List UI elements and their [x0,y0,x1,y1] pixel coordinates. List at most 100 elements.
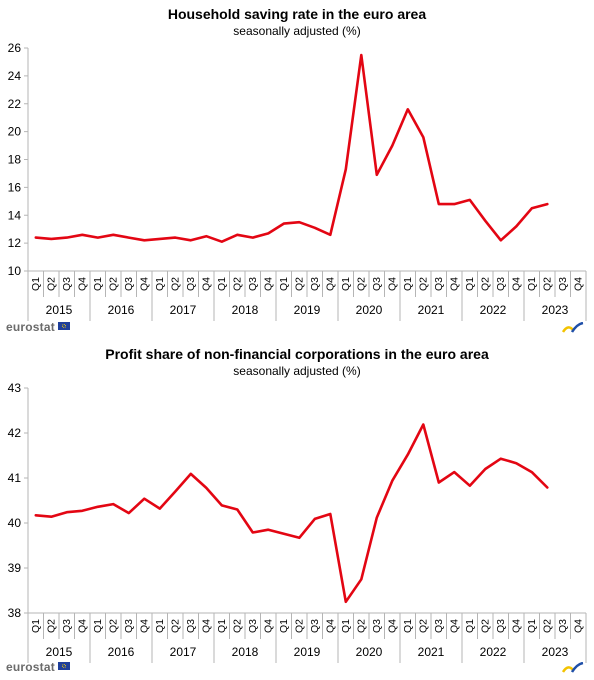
x-tick-label-quarter: Q2 [293,277,305,291]
eurostat-logo: eurostat [6,320,70,334]
x-tick-label-quarter: Q1 [526,619,538,633]
y-tick-label: 43 [8,381,22,395]
x-tick-label-quarter: Q2 [169,277,181,291]
x-tick-label-quarter: Q1 [402,619,414,633]
x-tick-label-quarter: Q1 [92,619,104,633]
x-tick-label-quarter: Q2 [355,619,367,633]
x-tick-label-quarter: Q3 [61,619,73,633]
x-tick-label-quarter: Q2 [45,277,57,291]
x-tick-label-quarter: Q2 [541,619,553,633]
x-tick-label-quarter: Q2 [293,619,305,633]
x-tick-label-quarter: Q4 [448,277,460,291]
x-tick-label-quarter: Q4 [324,277,336,291]
y-tick-label: 20 [8,125,22,139]
x-tick-label-quarter: Q4 [324,619,336,633]
x-tick-label-quarter: Q3 [371,277,383,291]
x-tick-label-year: 2020 [356,303,383,317]
x-tick-label-year: 2022 [480,303,507,317]
x-tick-label-year: 2019 [294,303,321,317]
series-line [34,423,549,604]
x-tick-label-year: 2016 [108,645,135,659]
logo-text: eurostat [6,660,55,674]
eurostat-logo: eurostat [6,660,70,674]
x-tick-label-quarter: Q4 [262,619,274,633]
x-tick-label-quarter: Q4 [200,619,212,633]
x-tick-label-year: 2016 [108,303,135,317]
x-tick-label-quarter: Q3 [185,277,197,291]
y-tick-label: 39 [8,561,22,575]
x-tick-label-quarter: Q2 [107,619,119,633]
x-tick-label-quarter: Q2 [417,619,429,633]
chart-title: Household saving rate in the euro area [167,6,427,22]
x-tick-label-year: 2019 [294,645,321,659]
x-tick-label-quarter: Q4 [386,277,398,291]
x-tick-label-quarter: Q2 [541,277,553,291]
x-tick-label-quarter: Q3 [557,277,569,291]
y-tick-label: 12 [8,236,22,250]
x-tick-label-quarter: Q4 [138,619,150,633]
x-tick-label-quarter: Q1 [402,277,414,291]
x-tick-label-year: 2023 [542,303,569,317]
y-tick-label: 38 [8,606,22,620]
x-tick-label-quarter: Q2 [45,619,57,633]
x-tick-label-quarter: Q4 [572,619,584,633]
x-tick-label-quarter: Q4 [510,277,522,291]
x-tick-label-quarter: Q1 [340,277,352,291]
y-tick-label: 18 [8,153,22,167]
x-tick-label-year: 2020 [356,645,383,659]
chart-title: Profit share of non-financial corporatio… [105,346,489,362]
x-tick-label-year: 2017 [170,303,197,317]
x-tick-label-quarter: Q3 [309,277,321,291]
x-tick-label-quarter: Q3 [495,277,507,291]
x-tick-label-quarter: Q1 [154,619,166,633]
x-tick-label-quarter: Q2 [479,277,491,291]
eu-flag-icon [57,322,70,330]
x-tick-label-quarter: Q4 [448,619,460,633]
x-tick-label-quarter: Q1 [340,619,352,633]
x-tick-label-quarter: Q3 [123,619,135,633]
x-tick-label-quarter: Q2 [169,619,181,633]
x-tick-label-quarter: Q1 [30,277,42,291]
x-tick-label-quarter: Q1 [30,619,42,633]
eurostat-mark-icon [562,322,584,333]
x-tick-label-quarter: Q3 [61,277,73,291]
x-tick-label-quarter: Q4 [76,277,88,291]
chart-subtitle: seasonally adjusted (%) [233,364,361,378]
x-tick-label-quarter: Q1 [526,277,538,291]
x-tick-label-year: 2018 [232,303,259,317]
x-tick-label-quarter: Q4 [572,277,584,291]
x-tick-label-quarter: Q1 [216,277,228,291]
x-tick-label-quarter: Q4 [76,619,88,633]
x-tick-label-quarter: Q2 [355,277,367,291]
x-tick-label-year: 2017 [170,645,197,659]
y-tick-label: 14 [8,208,22,222]
x-tick-label-quarter: Q4 [138,277,150,291]
x-tick-label-quarter: Q1 [278,619,290,633]
y-tick-label: 16 [8,180,22,194]
x-tick-label-quarter: Q3 [185,619,197,633]
x-tick-label-year: 2022 [480,645,507,659]
y-tick-label: 40 [8,516,22,530]
x-tick-label-quarter: Q2 [479,619,491,633]
chart-subtitle: seasonally adjusted (%) [233,24,361,38]
x-tick-label-quarter: Q4 [200,277,212,291]
x-tick-label-quarter: Q1 [154,277,166,291]
x-tick-label-quarter: Q3 [247,277,259,291]
x-tick-label-quarter: Q3 [433,619,445,633]
series-line [34,53,549,243]
x-tick-label-year: 2021 [418,303,445,317]
y-tick-label: 10 [8,264,22,278]
x-tick-label-quarter: Q4 [262,277,274,291]
y-tick-label: 26 [8,41,22,55]
x-tick-label-quarter: Q3 [495,619,507,633]
x-tick-label-quarter: Q4 [386,619,398,633]
x-tick-label-quarter: Q3 [123,277,135,291]
x-tick-label-quarter: Q4 [510,619,522,633]
x-tick-label-quarter: Q1 [464,619,476,633]
x-tick-label-quarter: Q1 [92,277,104,291]
y-tick-label: 22 [8,97,22,111]
x-tick-label-quarter: Q3 [371,619,383,633]
profit-share-chart: Profit share of non-financial corporatio… [0,340,594,680]
